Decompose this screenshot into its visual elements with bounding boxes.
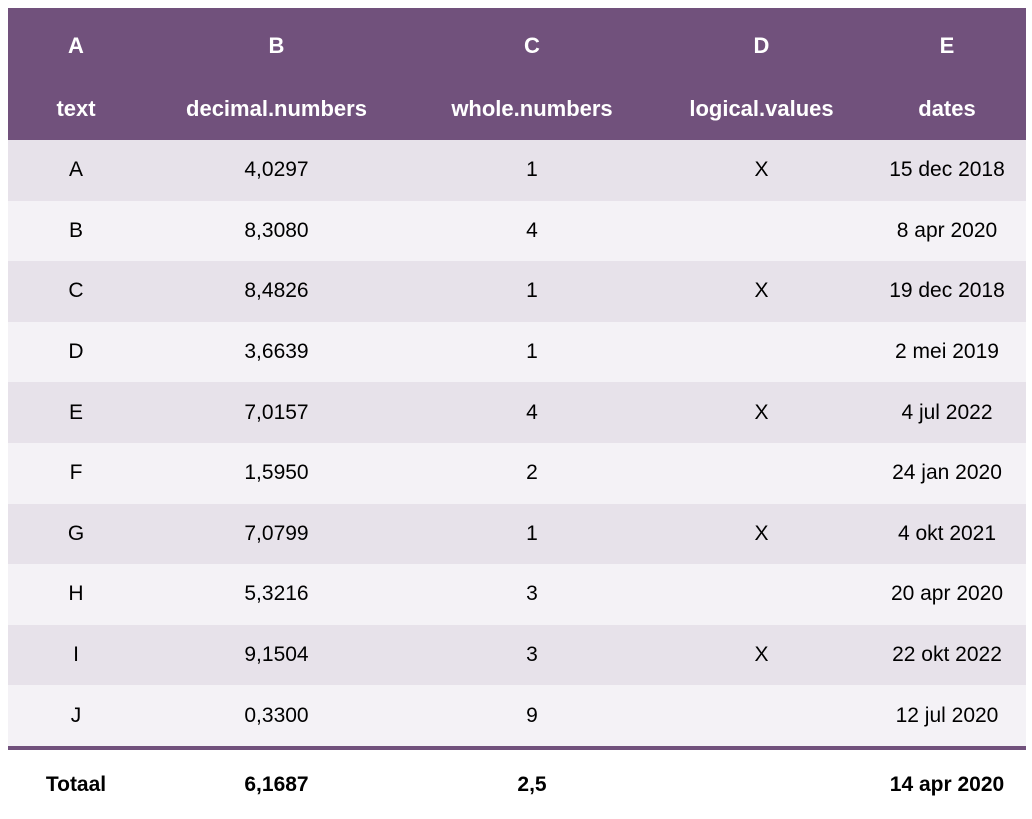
cell-decimal-number: 9,1504 bbox=[144, 624, 409, 686]
cell-date: 4 jul 2022 bbox=[868, 382, 1026, 443]
total-label: Totaal bbox=[8, 745, 144, 819]
cell-decimal-number: 5,3216 bbox=[144, 564, 409, 625]
table-row: G 7,0799 1 X 4 okt 2021 bbox=[8, 503, 1026, 565]
table-header: A B C D E text decimal.numbers whole.num… bbox=[8, 8, 1026, 140]
header-letter-row: A B C D E bbox=[8, 8, 1026, 80]
table-row: E 7,0157 4 X 4 jul 2022 bbox=[8, 382, 1026, 443]
cell-text: I bbox=[8, 624, 144, 686]
cell-logical-value: X bbox=[655, 261, 868, 322]
cell-date: 20 apr 2020 bbox=[868, 564, 1026, 625]
cell-whole-number: 4 bbox=[409, 382, 655, 443]
cell-date: 22 okt 2022 bbox=[868, 624, 1026, 686]
table-row: A 4,0297 1 X 15 dec 2018 bbox=[8, 140, 1026, 201]
column-letter-e: E bbox=[868, 8, 1026, 80]
cell-whole-number: 1 bbox=[409, 140, 655, 201]
header-name-row: text decimal.numbers whole.numbers logic… bbox=[8, 80, 1026, 140]
data-table: A B C D E text decimal.numbers whole.num… bbox=[8, 8, 1026, 819]
table-row: D 3,6639 1 2 mei 2019 bbox=[8, 321, 1026, 383]
total-decimal-number: 6,1687 bbox=[144, 745, 409, 819]
cell-date: 4 okt 2021 bbox=[868, 503, 1026, 565]
cell-logical-value: X bbox=[655, 140, 868, 201]
cell-text: A bbox=[8, 140, 144, 201]
cell-whole-number: 3 bbox=[409, 564, 655, 625]
cell-decimal-number: 4,0297 bbox=[144, 140, 409, 201]
cell-date: 24 jan 2020 bbox=[868, 442, 1026, 504]
total-whole-number: 2,5 bbox=[409, 745, 655, 819]
cell-decimal-number: 8,3080 bbox=[144, 200, 409, 262]
column-letter-c: C bbox=[409, 8, 655, 80]
cell-whole-number: 1 bbox=[409, 321, 655, 383]
cell-text: E bbox=[8, 382, 144, 443]
cell-date: 19 dec 2018 bbox=[868, 261, 1026, 322]
cell-decimal-number: 8,4826 bbox=[144, 261, 409, 322]
cell-date: 8 apr 2020 bbox=[868, 200, 1026, 262]
column-header-logical-values: logical.values bbox=[655, 80, 868, 140]
cell-logical-value: X bbox=[655, 503, 868, 565]
table-row: I 9,1504 3 X 22 okt 2022 bbox=[8, 624, 1026, 686]
table-row: B 8,3080 4 8 apr 2020 bbox=[8, 200, 1026, 262]
column-header-decimal-numbers: decimal.numbers bbox=[144, 80, 409, 140]
cell-whole-number: 1 bbox=[409, 503, 655, 565]
cell-text: G bbox=[8, 503, 144, 565]
cell-logical-value bbox=[655, 564, 868, 625]
column-letter-d: D bbox=[655, 8, 868, 80]
cell-text: J bbox=[8, 685, 144, 748]
table-row: F 1,5950 2 24 jan 2020 bbox=[8, 442, 1026, 504]
cell-text: C bbox=[8, 261, 144, 322]
cell-whole-number: 2 bbox=[409, 442, 655, 504]
cell-decimal-number: 1,5950 bbox=[144, 442, 409, 504]
cell-text: H bbox=[8, 564, 144, 625]
total-date: 14 apr 2020 bbox=[868, 745, 1026, 819]
cell-text: F bbox=[8, 442, 144, 504]
cell-whole-number: 3 bbox=[409, 624, 655, 686]
table-footer: Totaal 6,1687 2,5 14 apr 2020 bbox=[8, 745, 1026, 819]
table-row: J 0,3300 9 12 jul 2020 bbox=[8, 685, 1026, 748]
table-row: H 5,3216 3 20 apr 2020 bbox=[8, 564, 1026, 625]
cell-decimal-number: 0,3300 bbox=[144, 685, 409, 748]
column-header-whole-numbers: whole.numbers bbox=[409, 80, 655, 140]
data-table-container: A B C D E text decimal.numbers whole.num… bbox=[8, 8, 1026, 819]
cell-decimal-number: 3,6639 bbox=[144, 321, 409, 383]
cell-logical-value: X bbox=[655, 624, 868, 686]
table-body: A 4,0297 1 X 15 dec 2018 B 8,3080 4 8 ap… bbox=[8, 140, 1026, 748]
cell-whole-number: 4 bbox=[409, 200, 655, 262]
table-row: C 8,4826 1 X 19 dec 2018 bbox=[8, 261, 1026, 322]
cell-decimal-number: 7,0157 bbox=[144, 382, 409, 443]
cell-whole-number: 1 bbox=[409, 261, 655, 322]
cell-text: D bbox=[8, 321, 144, 383]
cell-date: 15 dec 2018 bbox=[868, 140, 1026, 201]
cell-logical-value bbox=[655, 321, 868, 383]
cell-date: 12 jul 2020 bbox=[868, 685, 1026, 748]
total-row: Totaal 6,1687 2,5 14 apr 2020 bbox=[8, 745, 1026, 819]
cell-logical-value bbox=[655, 442, 868, 504]
cell-date: 2 mei 2019 bbox=[868, 321, 1026, 383]
total-logical-value bbox=[655, 745, 868, 819]
cell-whole-number: 9 bbox=[409, 685, 655, 748]
cell-text: B bbox=[8, 200, 144, 262]
cell-logical-value bbox=[655, 200, 868, 262]
cell-logical-value: X bbox=[655, 382, 868, 443]
column-letter-b: B bbox=[144, 8, 409, 80]
column-header-dates: dates bbox=[868, 80, 1026, 140]
column-letter-a: A bbox=[8, 8, 144, 80]
column-header-text: text bbox=[8, 80, 144, 140]
cell-decimal-number: 7,0799 bbox=[144, 503, 409, 565]
cell-logical-value bbox=[655, 685, 868, 748]
